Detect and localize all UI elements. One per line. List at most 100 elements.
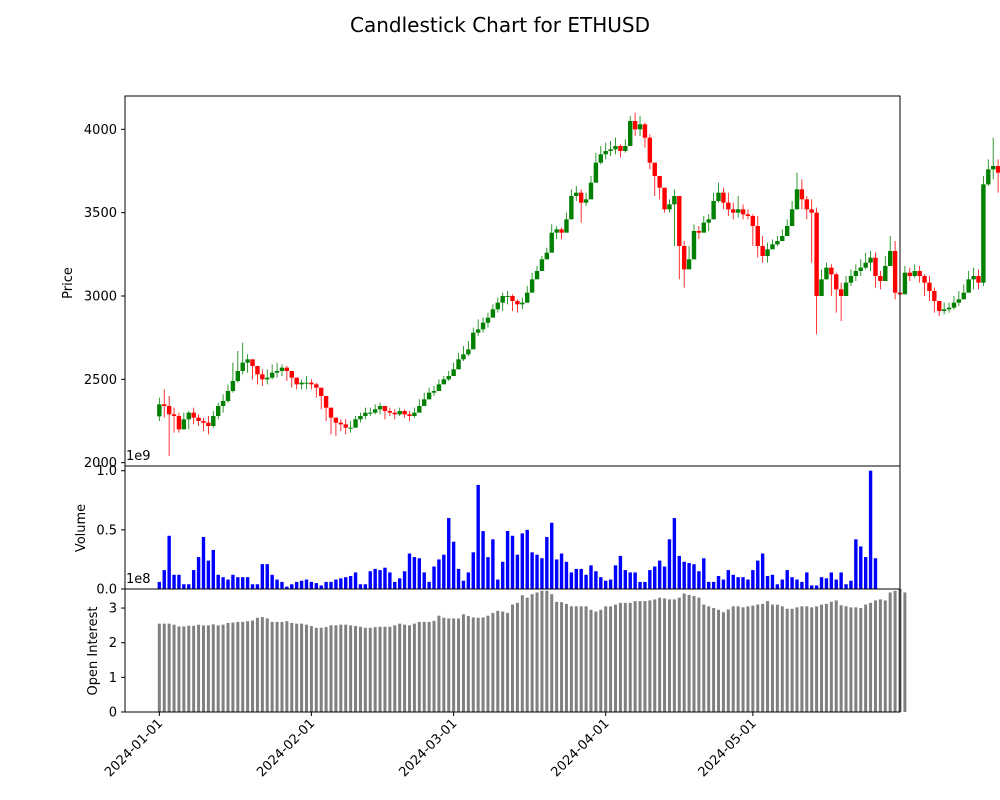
volume-bar bbox=[378, 570, 382, 589]
open-interest-bar bbox=[251, 620, 255, 712]
candle-body bbox=[529, 279, 535, 293]
candle-body bbox=[456, 359, 461, 370]
volume-bar bbox=[172, 574, 176, 589]
open-interest-bar bbox=[643, 601, 647, 712]
candle-body bbox=[417, 406, 422, 413]
candle-body bbox=[343, 424, 348, 428]
open-interest-bar bbox=[648, 600, 652, 712]
candle-body bbox=[770, 244, 775, 250]
candle-body bbox=[946, 307, 952, 310]
open-interest-bar bbox=[864, 604, 868, 712]
open-interest-bar bbox=[579, 606, 583, 712]
open-interest-bar bbox=[555, 601, 559, 712]
volume-bar bbox=[196, 557, 201, 589]
open-interest-bar bbox=[290, 622, 294, 712]
candle-body bbox=[206, 422, 211, 426]
candle-body bbox=[932, 291, 937, 301]
volume-panel: 0.0 0.5 1.0 1e9 Volume bbox=[74, 449, 901, 598]
candle-body bbox=[838, 289, 844, 296]
volume-offset-label: 1e9 bbox=[126, 449, 151, 464]
candle-body bbox=[157, 404, 162, 417]
candle-body bbox=[917, 271, 922, 276]
candle-body bbox=[269, 372, 275, 378]
volume-bar bbox=[540, 558, 544, 589]
volume-bar bbox=[471, 552, 475, 589]
open-interest-bar bbox=[903, 592, 907, 712]
volume-bar bbox=[304, 579, 309, 589]
candle-body bbox=[525, 292, 530, 303]
volume-bar bbox=[314, 583, 318, 589]
open-interest-bar bbox=[422, 621, 426, 712]
volume-bar bbox=[702, 558, 706, 589]
open-interest-bar bbox=[393, 625, 397, 712]
volume-bar bbox=[451, 541, 456, 589]
volume-bar bbox=[564, 561, 569, 589]
volume-bar bbox=[569, 572, 574, 589]
open-interest-bar bbox=[638, 601, 642, 712]
volume-bar bbox=[162, 570, 166, 589]
volume-bar bbox=[873, 558, 878, 589]
y-tick-label: 0.0 bbox=[96, 583, 117, 598]
candle-body bbox=[603, 151, 608, 155]
open-interest-bar bbox=[398, 623, 402, 712]
volume-bar bbox=[623, 570, 628, 589]
open-interest-bar bbox=[447, 618, 451, 712]
open-interest-bar bbox=[618, 602, 622, 712]
open-interest-bar bbox=[304, 624, 308, 712]
candle-body bbox=[731, 209, 736, 213]
volume-bar bbox=[819, 577, 824, 589]
candle-body bbox=[858, 267, 863, 271]
open-interest-bar bbox=[172, 624, 176, 712]
candle-body bbox=[647, 137, 653, 163]
open-interest-bar bbox=[721, 612, 725, 712]
candle-body bbox=[711, 201, 716, 220]
y-tick-label: 0.5 bbox=[96, 523, 117, 538]
candle-body bbox=[809, 209, 814, 213]
candle-body bbox=[902, 272, 908, 295]
y-tick-label: 2 bbox=[109, 636, 117, 651]
candle-body bbox=[230, 381, 236, 391]
candle-body bbox=[422, 399, 427, 406]
volume-bar bbox=[613, 565, 618, 589]
open-interest-bar bbox=[682, 593, 686, 712]
volume-bar bbox=[726, 570, 731, 589]
y-tick-label: 0 bbox=[109, 706, 117, 721]
open-interest-bar bbox=[486, 615, 490, 712]
candle-body bbox=[593, 162, 599, 183]
open-interest-bar bbox=[452, 618, 456, 712]
open-interest-bar bbox=[339, 624, 343, 712]
open-interest-bar bbox=[442, 617, 446, 712]
candle-body bbox=[922, 276, 927, 283]
open-interest-bar bbox=[383, 626, 387, 712]
open-interest-bar bbox=[614, 604, 618, 712]
volume-bar bbox=[574, 568, 578, 589]
candle-body bbox=[775, 241, 780, 245]
open-interest-bar bbox=[201, 625, 205, 712]
candle-body bbox=[574, 192, 579, 196]
open-interest-bar bbox=[560, 602, 564, 712]
candle-body bbox=[961, 292, 966, 300]
candle-body bbox=[990, 166, 996, 170]
candle-body bbox=[804, 199, 810, 210]
volume-bar bbox=[280, 581, 284, 589]
open-interest-bar bbox=[839, 605, 843, 712]
open-interest-bar bbox=[358, 626, 362, 712]
candle-body bbox=[319, 387, 324, 396]
volume-bar bbox=[187, 584, 191, 589]
open-interest-bar bbox=[859, 608, 863, 712]
candle-body bbox=[598, 154, 603, 163]
candle-body bbox=[412, 412, 417, 416]
candle-body bbox=[740, 209, 746, 215]
open-interest-bar bbox=[260, 617, 264, 712]
volume-bar bbox=[368, 571, 372, 589]
candle-body bbox=[976, 276, 981, 283]
candle-body bbox=[171, 414, 177, 416]
candle-body bbox=[637, 124, 643, 130]
candle-body bbox=[534, 271, 540, 280]
open-interest-bar bbox=[780, 606, 784, 712]
candle-body bbox=[642, 124, 648, 138]
open-interest-bar bbox=[687, 594, 691, 712]
volume-bar bbox=[618, 555, 623, 589]
volume-bar bbox=[491, 539, 495, 589]
open-interest-bar bbox=[496, 610, 500, 712]
